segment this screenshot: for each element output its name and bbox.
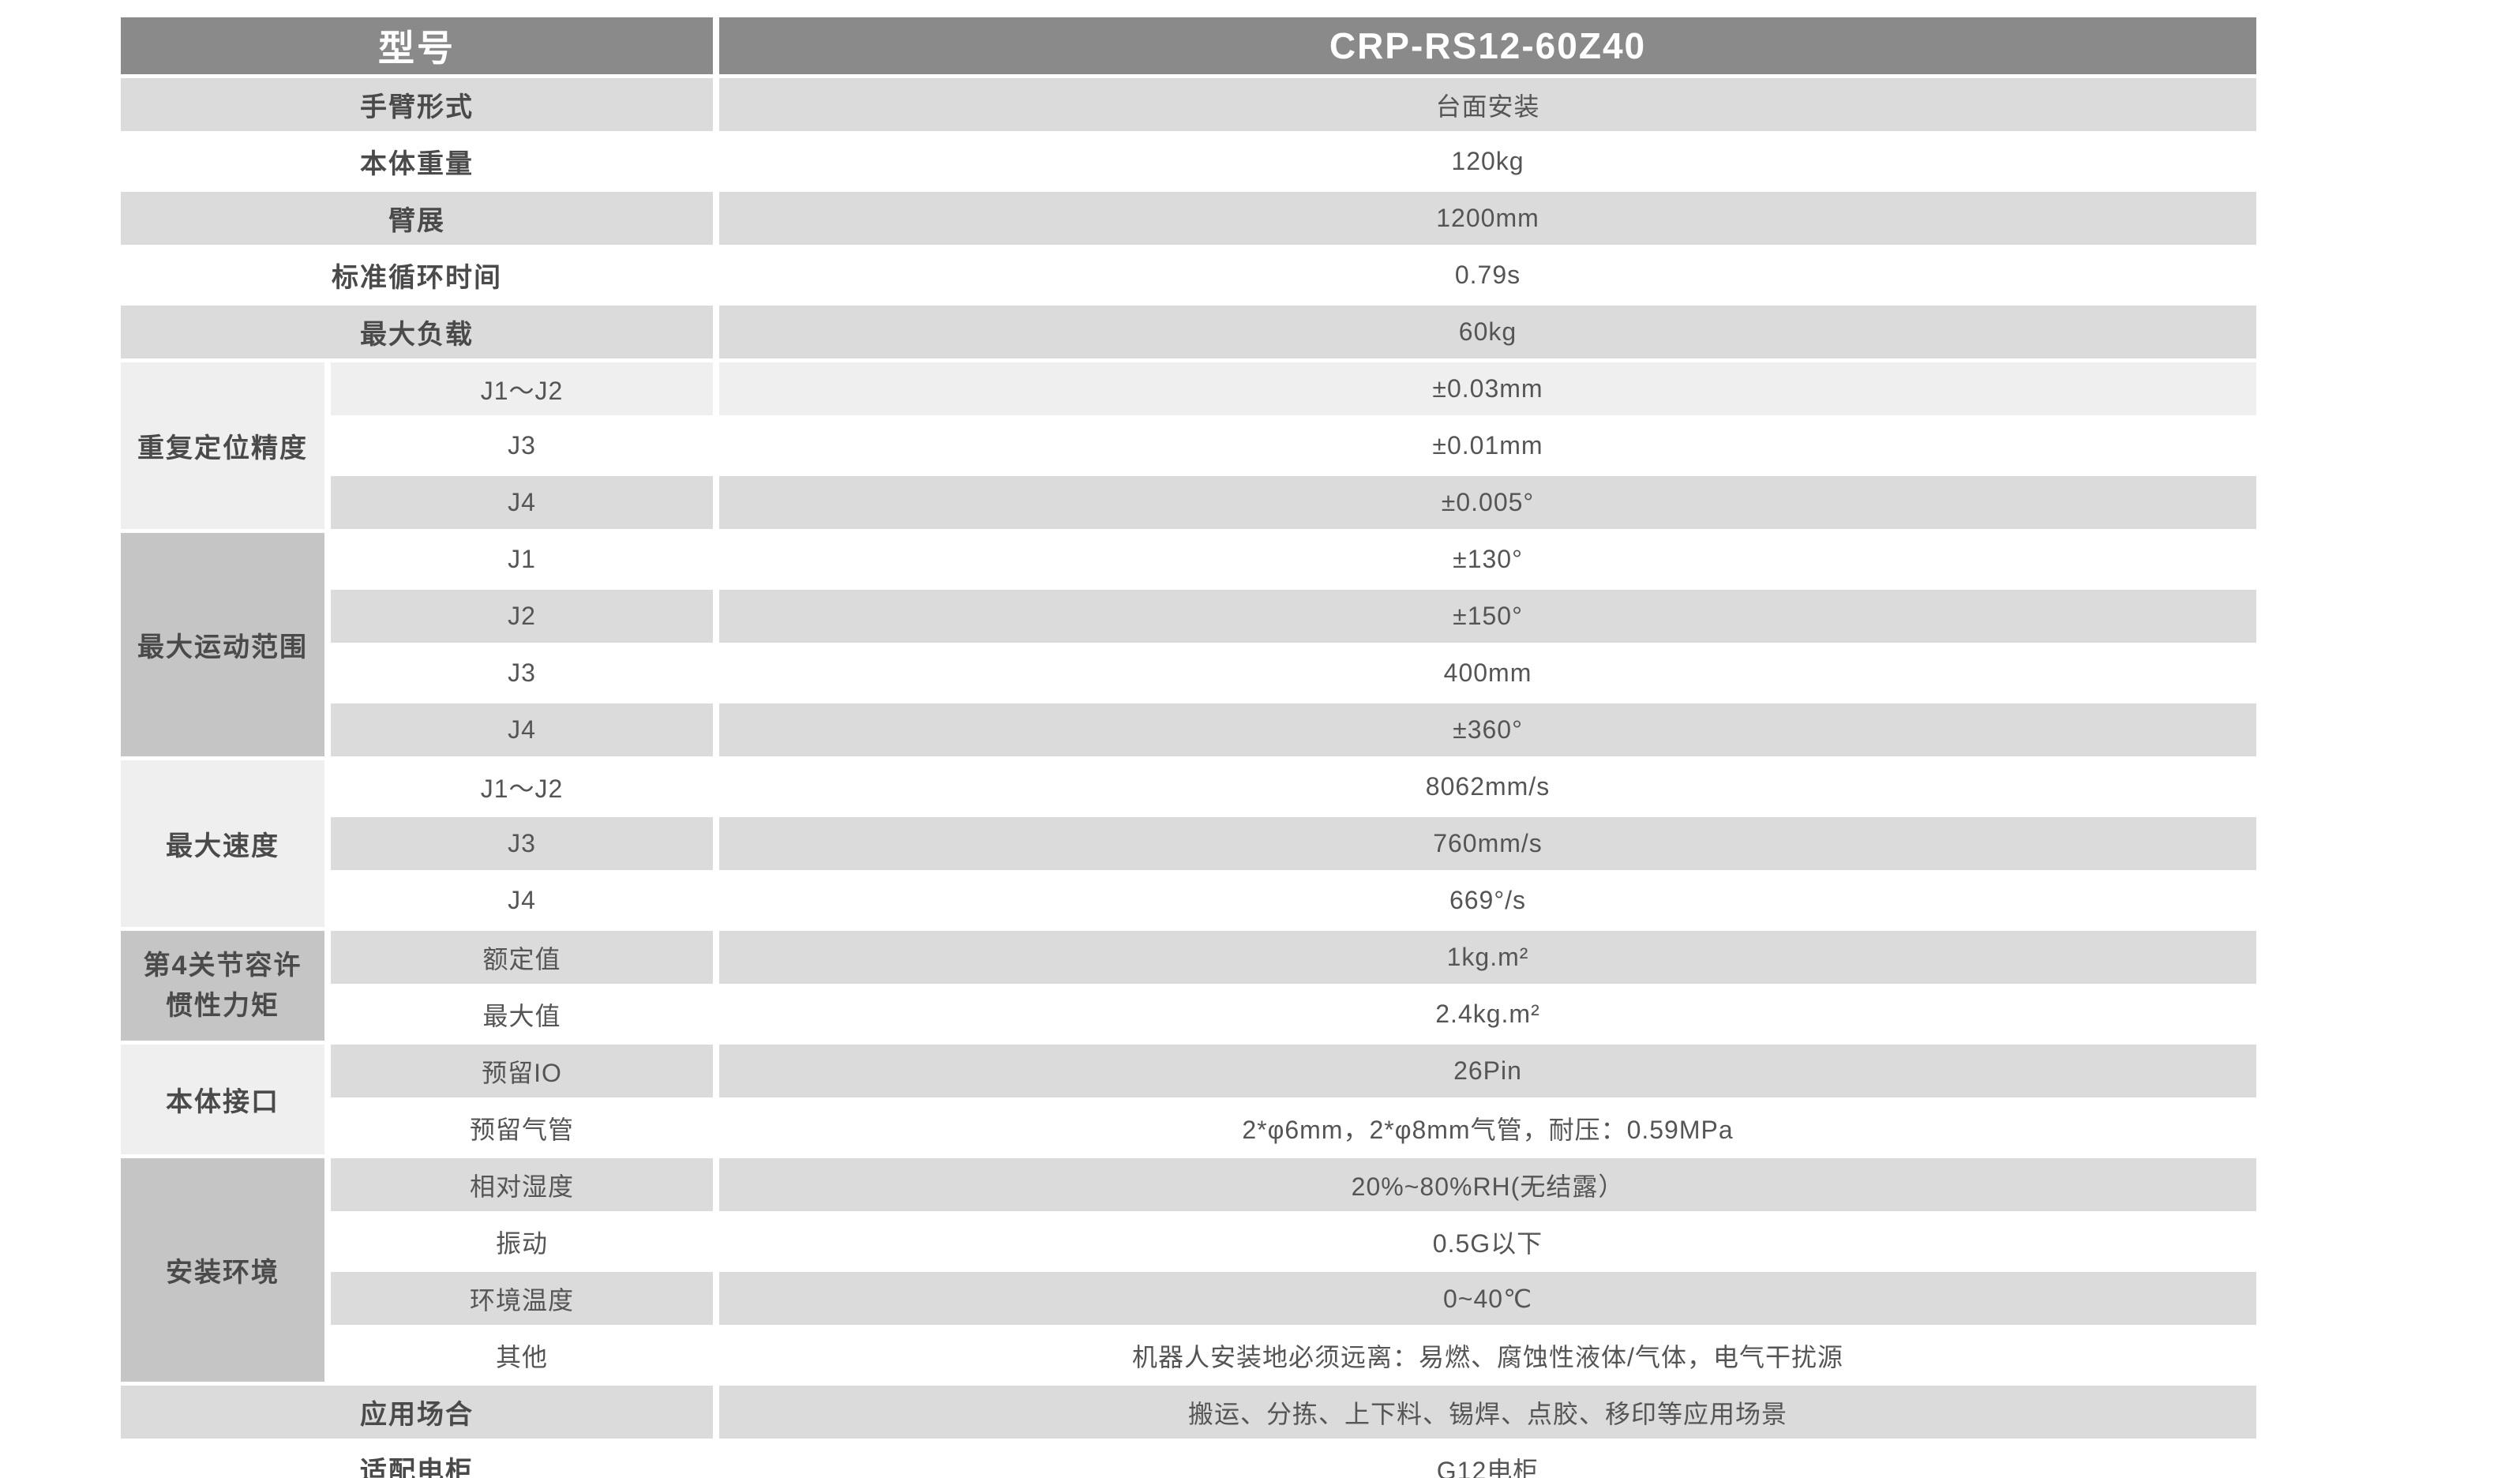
sub-label: J1～J2 xyxy=(331,760,713,813)
sub-label: J3 xyxy=(331,647,713,700)
sub-value: 20%~80%RH(无结露） xyxy=(719,1158,2256,1211)
sub-label: J4 xyxy=(331,874,713,927)
sub-label: 相对湿度 xyxy=(331,1158,713,1211)
sub-label: 额定值 xyxy=(331,931,713,984)
sub-value: 0~40℃ xyxy=(719,1272,2256,1325)
row-label-body-weight: 本体重量 xyxy=(121,135,713,188)
sub-label: 振动 xyxy=(331,1215,713,1268)
sub-value: 400mm xyxy=(719,647,2256,700)
sub-label: J1 xyxy=(331,533,713,586)
sub-value: 8062mm/s xyxy=(719,760,2256,813)
sub-label: J3 xyxy=(331,419,713,472)
spec-table: 型号 CRP-RS12-60Z40 手臂形式 台面安装 本体重量 120kg 臂… xyxy=(121,17,2256,1478)
sub-value: 机器人安装地必须远离：易燃、腐蚀性液体/气体，电气干扰源 xyxy=(719,1329,2256,1382)
group-label-body-interface: 本体接口 xyxy=(121,1045,324,1154)
row-label-cycle-time: 标准循环时间 xyxy=(121,249,713,302)
sub-value: 1kg.m² xyxy=(719,931,2256,984)
sub-value: 760mm/s xyxy=(719,817,2256,870)
row-value-arm-type: 台面安装 xyxy=(719,78,2256,131)
sub-value: ±0.005° xyxy=(719,476,2256,529)
sub-label: J4 xyxy=(331,703,713,756)
row-label-arm-type: 手臂形式 xyxy=(121,78,713,131)
row-label-application: 应用场合 xyxy=(121,1386,713,1439)
sub-value: 26Pin xyxy=(719,1045,2256,1097)
header-model-label: 型号 xyxy=(121,17,713,74)
sub-label: 预留气管 xyxy=(331,1101,713,1154)
row-label-arm-span: 臂展 xyxy=(121,192,713,245)
row-value-arm-span: 1200mm xyxy=(719,192,2256,245)
sub-value: ±0.03mm xyxy=(719,362,2256,415)
group-label-max-motion-range: 最大运动范围 xyxy=(121,533,324,756)
row-value-cycle-time: 0.79s xyxy=(719,249,2256,302)
sub-value: ±150° xyxy=(719,590,2256,643)
sub-value: ±130° xyxy=(719,533,2256,586)
row-label-max-payload: 最大负载 xyxy=(121,306,713,358)
sub-value: 2*φ6mm，2*φ8mm气管，耐压：0.59MPa xyxy=(719,1101,2256,1154)
group-label-joint4-inertia: 第4关节容许 惯性力矩 xyxy=(121,931,324,1041)
sub-label: J2 xyxy=(331,590,713,643)
sub-label: 最大值 xyxy=(331,988,713,1041)
sub-value: 0.5G以下 xyxy=(719,1215,2256,1268)
sub-label: J3 xyxy=(331,817,713,870)
row-value-max-payload: 60kg xyxy=(719,306,2256,358)
row-value-application: 搬运、分拣、上下料、锡焊、点胶、移印等应用场景 xyxy=(719,1386,2256,1439)
sub-label: 环境温度 xyxy=(331,1272,713,1325)
sub-value: ±0.01mm xyxy=(719,419,2256,472)
sub-value: ±360° xyxy=(719,703,2256,756)
sub-label: J4 xyxy=(331,476,713,529)
row-value-body-weight: 120kg xyxy=(719,135,2256,188)
sub-label: J1～J2 xyxy=(331,362,713,415)
sub-value: 2.4kg.m² xyxy=(719,988,2256,1041)
group-label-repeat-accuracy: 重复定位精度 xyxy=(121,362,324,529)
sub-label: 预留IO xyxy=(331,1045,713,1097)
row-value-cabinet: G12电柜 xyxy=(719,1442,2256,1478)
sub-label: 其他 xyxy=(331,1329,713,1382)
sub-value: 669°/s xyxy=(719,874,2256,927)
group-label-install-environment: 安装环境 xyxy=(121,1158,324,1382)
row-label-cabinet: 适配电柜 xyxy=(121,1442,713,1478)
header-model-value: CRP-RS12-60Z40 xyxy=(719,17,2256,74)
group-label-max-speed: 最大速度 xyxy=(121,760,324,927)
